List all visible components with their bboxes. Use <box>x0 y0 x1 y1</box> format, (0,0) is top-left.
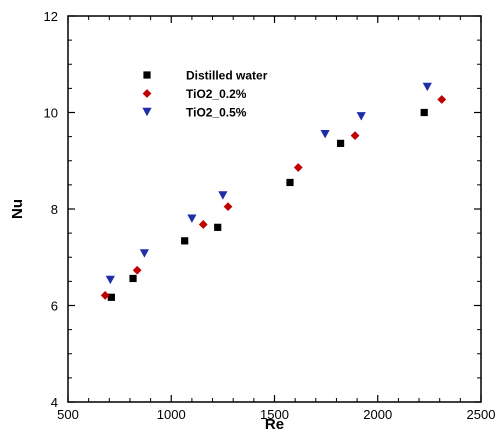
x-tick-label: 1000 <box>157 407 186 422</box>
legend-marker <box>143 71 151 79</box>
tick-labels: 500 1000 1500 2000 2500 4 6 8 10 12 <box>44 9 496 422</box>
x-tick-label: 2500 <box>467 407 496 422</box>
data-point <box>350 131 360 141</box>
legend: Distilled water TiO2_0.2% TiO2_0.5% <box>142 69 268 120</box>
data-point <box>198 220 208 229</box>
y-axis-label: Nu <box>9 199 26 219</box>
data-point <box>100 290 110 300</box>
data-point <box>422 82 432 92</box>
data-point <box>214 223 222 231</box>
x-axis-label: Re <box>265 416 284 433</box>
data-point <box>129 274 137 283</box>
y-tick-label: 10 <box>44 106 58 121</box>
data-point <box>293 163 303 172</box>
y-tick-label: 4 <box>51 395 58 410</box>
data-point <box>181 237 189 245</box>
data-point <box>107 293 115 301</box>
legend-marker <box>142 107 152 117</box>
plot-frame <box>67 15 482 403</box>
data-points <box>100 82 447 301</box>
axis-ticks <box>67 15 482 403</box>
data-point <box>132 265 142 275</box>
data-point <box>420 108 428 117</box>
legend-marker <box>142 89 152 98</box>
x-tick-label: 1500 <box>260 407 289 422</box>
legend-label: TiO2_0.2% <box>186 87 247 101</box>
y-tick-label: 8 <box>51 202 58 217</box>
data-point <box>139 249 150 258</box>
data-point <box>320 130 330 139</box>
plot-area <box>67 15 482 403</box>
data-point <box>218 191 228 200</box>
data-point <box>187 214 197 223</box>
legend-label: TiO2_0.5% <box>186 106 247 120</box>
data-point <box>356 112 366 121</box>
data-point <box>336 139 345 147</box>
x-tick-label: 500 <box>57 407 79 422</box>
x-tick-label: 2000 <box>363 407 392 422</box>
data-point <box>286 178 294 187</box>
legend-label: Distilled water <box>186 69 268 83</box>
y-tick-label: 6 <box>51 299 58 314</box>
y-tick-label: 12 <box>44 9 58 24</box>
data-point <box>223 202 233 211</box>
data-point <box>437 95 447 104</box>
data-point <box>105 275 115 285</box>
